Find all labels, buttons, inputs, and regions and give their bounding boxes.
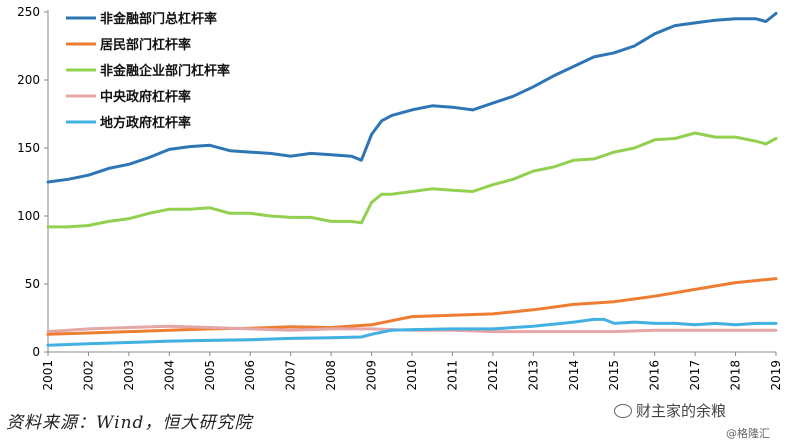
x-tick-label: 2001 xyxy=(41,360,55,391)
x-tick-label: 2015 xyxy=(607,360,621,391)
x-tick-label: 2016 xyxy=(648,360,662,391)
legend-label-3: 中央政府杠杆率 xyxy=(100,89,191,105)
watermark-sub: @格隆汇 xyxy=(726,427,770,440)
watermark: 财主家的余粮 xyxy=(614,400,726,421)
x-tick-label: 2012 xyxy=(486,360,500,391)
chart-axes: 0 50 100 150 200 250 2001 2002 2003 2004 2005 2006 2… xyxy=(17,5,783,391)
x-tick-label: 2019 xyxy=(769,360,783,391)
y-tick-label: 150 xyxy=(17,141,40,155)
y-tick-label: 50 xyxy=(25,277,40,291)
series-line-1 xyxy=(46,277,778,336)
series-line-4 xyxy=(46,317,778,347)
x-tick-label: 2017 xyxy=(688,360,702,391)
x-tick-label: 2002 xyxy=(81,360,95,391)
x-tick-label: 2011 xyxy=(445,360,459,391)
line-chart: 0 50 100 150 200 250 2001 2002 2003 2004 2005 2006 2… xyxy=(17,5,783,391)
x-tick-label: 2014 xyxy=(567,360,581,391)
legend-label-2: 非金融企业部门杠杆率 xyxy=(100,63,230,79)
legend-label-4: 地方政府杠杆率 xyxy=(100,115,191,131)
y-tick-label: 200 xyxy=(17,73,40,87)
watermark-text: 财主家的余粮 xyxy=(636,402,727,420)
x-tick-label: 2005 xyxy=(203,360,217,391)
x-tick-label: 2008 xyxy=(324,360,338,391)
y-tick-label: 0 xyxy=(32,345,40,359)
x-tick-label: 2003 xyxy=(122,360,136,391)
x-tick-label: 2009 xyxy=(365,360,379,391)
x-tick-label: 2013 xyxy=(526,360,540,391)
series-layer xyxy=(46,11,778,347)
x-tick-label: 2007 xyxy=(284,360,298,391)
series-line-0 xyxy=(46,11,778,184)
x-tick-label: 2006 xyxy=(243,360,257,391)
legend-label-1: 居民部门杠杆率 xyxy=(100,37,191,53)
legend-label-0: 非金融部门总杠杆率 xyxy=(100,11,217,27)
series-line-2 xyxy=(46,131,778,229)
source-note: 资料来源：Wind，恒大研究院 xyxy=(6,413,253,433)
y-tick-label: 100 xyxy=(17,209,40,223)
x-tick-label: 2010 xyxy=(405,360,419,391)
x-tick-label: 2004 xyxy=(162,360,176,391)
y-tick-label: 250 xyxy=(17,5,40,19)
x-tick-label: 2018 xyxy=(729,360,743,391)
wechat-icon xyxy=(614,403,632,418)
